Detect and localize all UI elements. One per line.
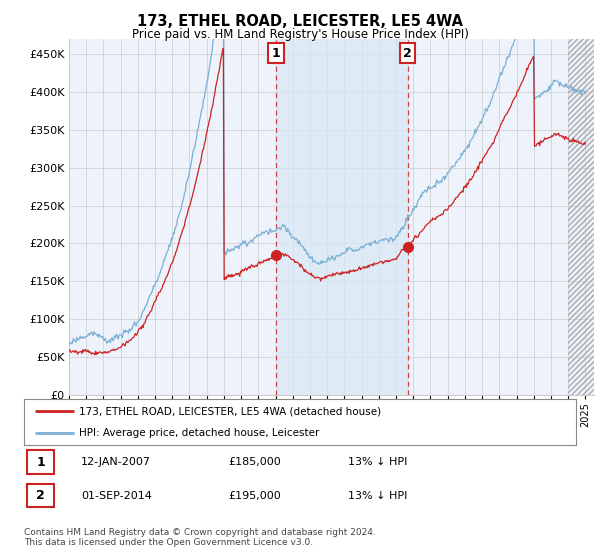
Bar — [568, 39, 594, 395]
Text: Contains HM Land Registry data © Crown copyright and database right 2024.
This d: Contains HM Land Registry data © Crown c… — [24, 528, 376, 547]
Text: £185,000: £185,000 — [228, 457, 281, 467]
Text: 2: 2 — [403, 47, 412, 60]
Text: 173, ETHEL ROAD, LEICESTER, LE5 4WA (detached house): 173, ETHEL ROAD, LEICESTER, LE5 4WA (det… — [79, 406, 382, 416]
Text: 2: 2 — [36, 489, 45, 502]
Text: 01-SEP-2014: 01-SEP-2014 — [81, 491, 152, 501]
Text: Price paid vs. HM Land Registry's House Price Index (HPI): Price paid vs. HM Land Registry's House … — [131, 28, 469, 41]
Text: 13% ↓ HPI: 13% ↓ HPI — [348, 491, 407, 501]
Text: £195,000: £195,000 — [228, 491, 281, 501]
Text: HPI: Average price, detached house, Leicester: HPI: Average price, detached house, Leic… — [79, 428, 320, 438]
Bar — [568, 39, 594, 395]
Bar — [276, 39, 407, 395]
Text: 1: 1 — [272, 47, 281, 60]
Text: 12-JAN-2007: 12-JAN-2007 — [81, 457, 151, 467]
Text: 13% ↓ HPI: 13% ↓ HPI — [348, 457, 407, 467]
Text: 173, ETHEL ROAD, LEICESTER, LE5 4WA: 173, ETHEL ROAD, LEICESTER, LE5 4WA — [137, 14, 463, 29]
Text: 1: 1 — [36, 455, 45, 469]
